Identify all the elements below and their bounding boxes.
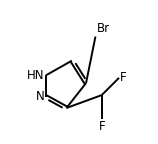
Text: Br: Br bbox=[97, 22, 110, 35]
Text: N: N bbox=[36, 90, 45, 103]
Text: HN: HN bbox=[27, 69, 45, 82]
Text: F: F bbox=[98, 120, 105, 133]
Text: F: F bbox=[120, 71, 127, 84]
